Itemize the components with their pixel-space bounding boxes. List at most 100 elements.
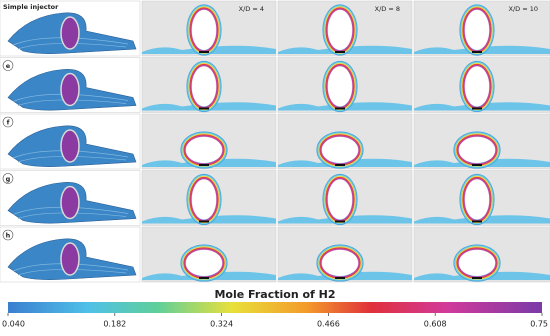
plume-core [322,137,358,163]
outlet [60,185,80,220]
plume-ring [316,244,364,282]
plume-ring [453,244,501,282]
plume-core [322,250,358,276]
render-panel: f [0,113,141,170]
contour-panel [277,57,413,113]
plume-core [192,66,216,107]
injector-port [199,164,209,166]
row-label-badge [2,229,14,241]
contour-panel [413,226,550,283]
plume-ring [187,61,221,112]
plume-core [465,66,489,107]
plume-ring [181,245,227,281]
plume-ring [180,131,228,169]
injector-ridges [12,37,129,50]
contour-panel: X/D = 8 [277,0,413,57]
row-label: f [7,119,10,127]
plume-ring [454,245,500,281]
contour-panel [277,170,413,226]
wall-layer [142,271,276,280]
plume-ring [453,131,501,169]
contour-panel [141,170,277,226]
plume-ring [316,131,364,169]
injector-port [472,164,482,166]
contour-panel [413,170,550,226]
plume-ring [322,4,358,56]
contour-panel [277,113,413,170]
injector-port [472,107,482,110]
outlet [60,16,80,50]
outlet [60,72,80,107]
outlet [60,129,80,163]
plume-ring [460,174,494,225]
column-label: X/D = 10 [509,5,539,13]
contour-panel [413,113,550,170]
plume-ring [317,245,363,281]
contour-panel: X/D = 10 [413,0,550,57]
colorbar-ticks: 0.040 0.182 0.324 0.466 0.608 0.75 [2,313,548,329]
injector-port [335,164,345,166]
injector-port [472,51,482,53]
wall-layer [414,158,550,167]
wall-layer [142,158,276,167]
plume-core [328,66,352,107]
plume-ring [181,132,227,168]
row-label-badge [2,173,14,184]
contour-panel [277,226,413,283]
contour-panel [141,57,277,113]
column-label: X/D = 4 [239,5,264,13]
colorbar-tick-label: 0.75 [530,320,548,329]
row-label: Simple injector [3,3,59,11]
injector-port [199,107,209,110]
plume-ring [317,132,363,168]
injector-port [335,220,345,223]
colorbar-tick-label: 0.466 [317,320,340,329]
plume-core [465,10,489,50]
plume-ring [322,60,358,113]
plume-core [186,250,222,276]
outlet [60,242,80,276]
wall-layer [414,271,550,280]
plume-ring [460,5,494,55]
panel-grid: Simple injector X/D = 4 X/D = 8 X/D = 10 e f g… [0,0,550,283]
plume-ring [187,174,221,225]
plume-ring [460,61,494,112]
contour-panel: X/D = 4 [141,0,277,57]
injector-port [335,51,345,53]
render-panel: h [0,226,141,283]
contour-panel [413,57,550,113]
colorbar [8,302,542,313]
plume-core [328,179,352,220]
plume-ring [323,61,357,112]
plume-ring [454,132,500,168]
plume-core [465,179,489,220]
plume-ring [323,174,357,225]
row-label: h [6,232,11,240]
plume-core [192,10,216,50]
injector-ridges [12,206,129,219]
row-label: g [6,175,11,183]
row-label-badge [2,60,14,71]
injector-ridges [12,263,129,276]
contour-panel [141,113,277,170]
injector-port [199,220,209,223]
injector-port [472,277,482,279]
row-label-badge [2,116,14,128]
colorbar-tick-label: 0.608 [424,320,447,329]
render-panel: e [0,57,141,113]
plume-core [459,250,495,276]
plume-core [459,137,495,163]
wall-layer [278,158,412,167]
plume-ring [459,60,495,113]
colorbar-title: Mole Fraction of H2 [214,288,335,301]
injector-port [335,277,345,279]
wall-layer [278,271,412,280]
plume-ring [323,5,357,55]
injector-port [199,51,209,53]
plume-ring [322,173,358,226]
plume-core [328,10,352,50]
plume-ring [186,173,222,226]
injector-ridges [12,150,129,163]
injector-port [335,107,345,110]
